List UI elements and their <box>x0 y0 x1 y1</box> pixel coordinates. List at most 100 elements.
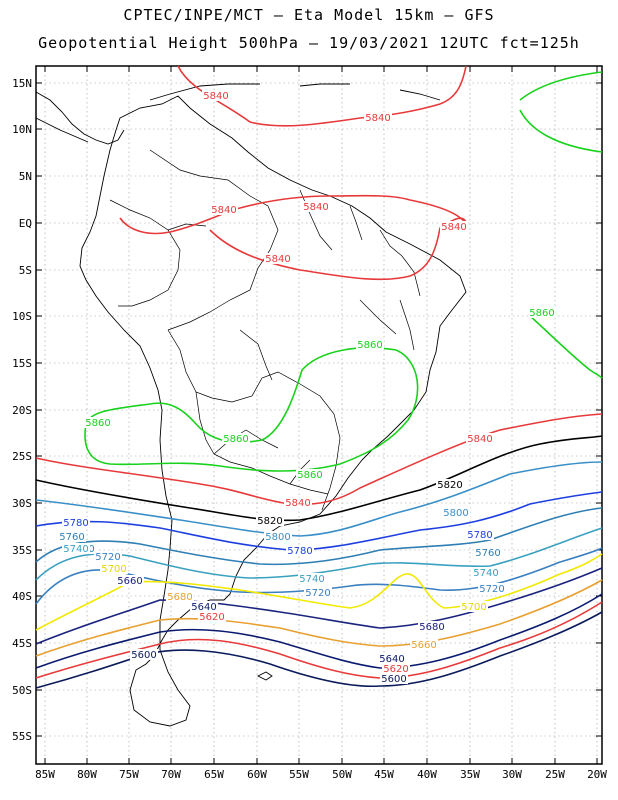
lon-label: 20W <box>587 768 607 781</box>
contour-label-bg <box>418 621 446 632</box>
contour-label: 5840 <box>265 254 290 265</box>
contour-5640 <box>35 593 603 669</box>
contour-label-bg <box>286 545 314 556</box>
contour-5680 <box>35 567 603 645</box>
lon-label: 25W <box>545 768 565 781</box>
lon-label: 85W <box>35 768 55 781</box>
lat-label: 50S <box>12 684 32 697</box>
contour-label-bg <box>58 531 86 542</box>
lon-label: 60W <box>247 768 267 781</box>
contour-label-bg <box>116 575 144 586</box>
contour-label: 5860 <box>529 308 554 319</box>
contour-label-bg <box>284 497 312 508</box>
contour-label: 5840 <box>441 222 466 233</box>
contour-label-bg <box>472 567 500 578</box>
lon-label: 55W <box>289 768 309 781</box>
contour-label-bg <box>202 90 230 101</box>
lon-label: 75W <box>119 768 139 781</box>
contour-label-bg <box>130 649 158 660</box>
lat-label: 30S <box>12 497 32 510</box>
contour-label-bg <box>382 663 410 674</box>
contour-label: 5780 <box>63 518 88 529</box>
contour-label: 5620 <box>383 664 408 675</box>
lon-label: 70W <box>161 768 181 781</box>
contour-label: 5840 <box>203 91 228 102</box>
falkland-islands <box>256 671 273 681</box>
contour-label-bg <box>94 551 122 562</box>
contour-label-bg <box>436 479 464 490</box>
contour-5860 <box>84 347 419 472</box>
contour-label-bg <box>222 433 250 444</box>
contour-label-bg <box>478 583 506 594</box>
contour-label: 5780 <box>467 530 492 541</box>
contour-5800 <box>35 461 603 537</box>
contour-label: 5840 <box>365 113 390 124</box>
coastline-caribbean <box>149 83 441 101</box>
contour-label: 5720 <box>95 552 120 563</box>
contour-5840 <box>177 65 467 127</box>
contour-label: 5640 <box>191 602 216 613</box>
contour-label-bg <box>364 112 392 123</box>
contour-label: 5860 <box>223 434 248 445</box>
contour-label-bg <box>356 339 384 350</box>
contour-label-bg <box>198 611 226 622</box>
contour-5840 <box>119 194 467 235</box>
contour-label-bg <box>166 591 194 602</box>
contour-label-bg <box>474 547 502 558</box>
lon-label: 35W <box>460 768 480 781</box>
lat-label: 10N <box>12 123 32 136</box>
lon-label: 50W <box>332 768 352 781</box>
contour-label-bg <box>302 201 330 212</box>
map-title: CPTEC/INPE/MCT – Eta Model 15km – GFS <box>123 6 495 24</box>
contour-label: 5700 <box>461 602 486 613</box>
contour-5860 <box>519 71 603 153</box>
lat-label: 20S <box>12 404 32 417</box>
contour-label: 5800 <box>265 532 290 543</box>
contour-label: 5840 <box>467 434 492 445</box>
contour-label: 5720 <box>479 584 504 595</box>
contour-label: 5680 <box>419 622 444 633</box>
contour-label: 5820 <box>437 480 462 491</box>
lat-label: 45S <box>12 637 32 650</box>
contour-label-bg <box>296 469 324 480</box>
contour-label-bg <box>256 515 284 526</box>
lon-label: 40W <box>417 768 437 781</box>
lon-label: 45W <box>374 768 394 781</box>
contour-label: 5700 <box>101 564 126 575</box>
contour-label: 5600 <box>131 650 156 661</box>
contour-label: 5600 <box>381 674 406 685</box>
contour-label: 5800 <box>443 508 468 519</box>
contour-label: 5860 <box>357 340 382 351</box>
contour-5760 <box>35 507 603 566</box>
contour-label-bg <box>62 517 90 528</box>
lat-label: 15S <box>12 357 32 370</box>
axis-ticks: 15N 10N 5N EQ 5S 10S 15S 20S 25S 30S 35S 40S 45S 50S 5… <box>12 66 607 781</box>
contour-label: 5780 <box>287 546 312 557</box>
contour-5620 <box>35 601 603 679</box>
lat-label: 35S <box>12 544 32 557</box>
contour-label: 5620 <box>199 612 224 623</box>
contour-labels: 5840 5840 5840 5840 5840 5840 5840 5840 5860 5860… <box>58 90 556 685</box>
contour-label-bg <box>528 307 556 318</box>
coastline-central-america <box>35 91 125 145</box>
contour-label-bg <box>210 204 238 215</box>
contour-5820 <box>35 435 603 522</box>
contour-label: 5740 <box>299 574 324 585</box>
contour-label: 5840 <box>303 202 328 213</box>
lat-label: 10S <box>12 310 32 323</box>
contour-label: 5740 <box>473 568 498 579</box>
contour-label-bg <box>378 653 406 664</box>
contour-label: 5840 <box>211 205 236 216</box>
contour-label: 5860 <box>85 418 110 429</box>
contour-label: 5840 <box>285 498 310 509</box>
lat-label: EQ <box>19 217 32 230</box>
contour-label: 5660 <box>117 576 142 587</box>
contour-label-bg <box>298 573 326 584</box>
contour-5660 <box>35 579 603 657</box>
lat-label: 55S <box>12 730 32 743</box>
contour-label-bg <box>190 601 218 612</box>
lon-label: 65W <box>204 768 224 781</box>
lat-label: 5N <box>19 170 32 183</box>
contour-label-bg <box>466 433 494 444</box>
contour-label-bg <box>304 587 332 598</box>
